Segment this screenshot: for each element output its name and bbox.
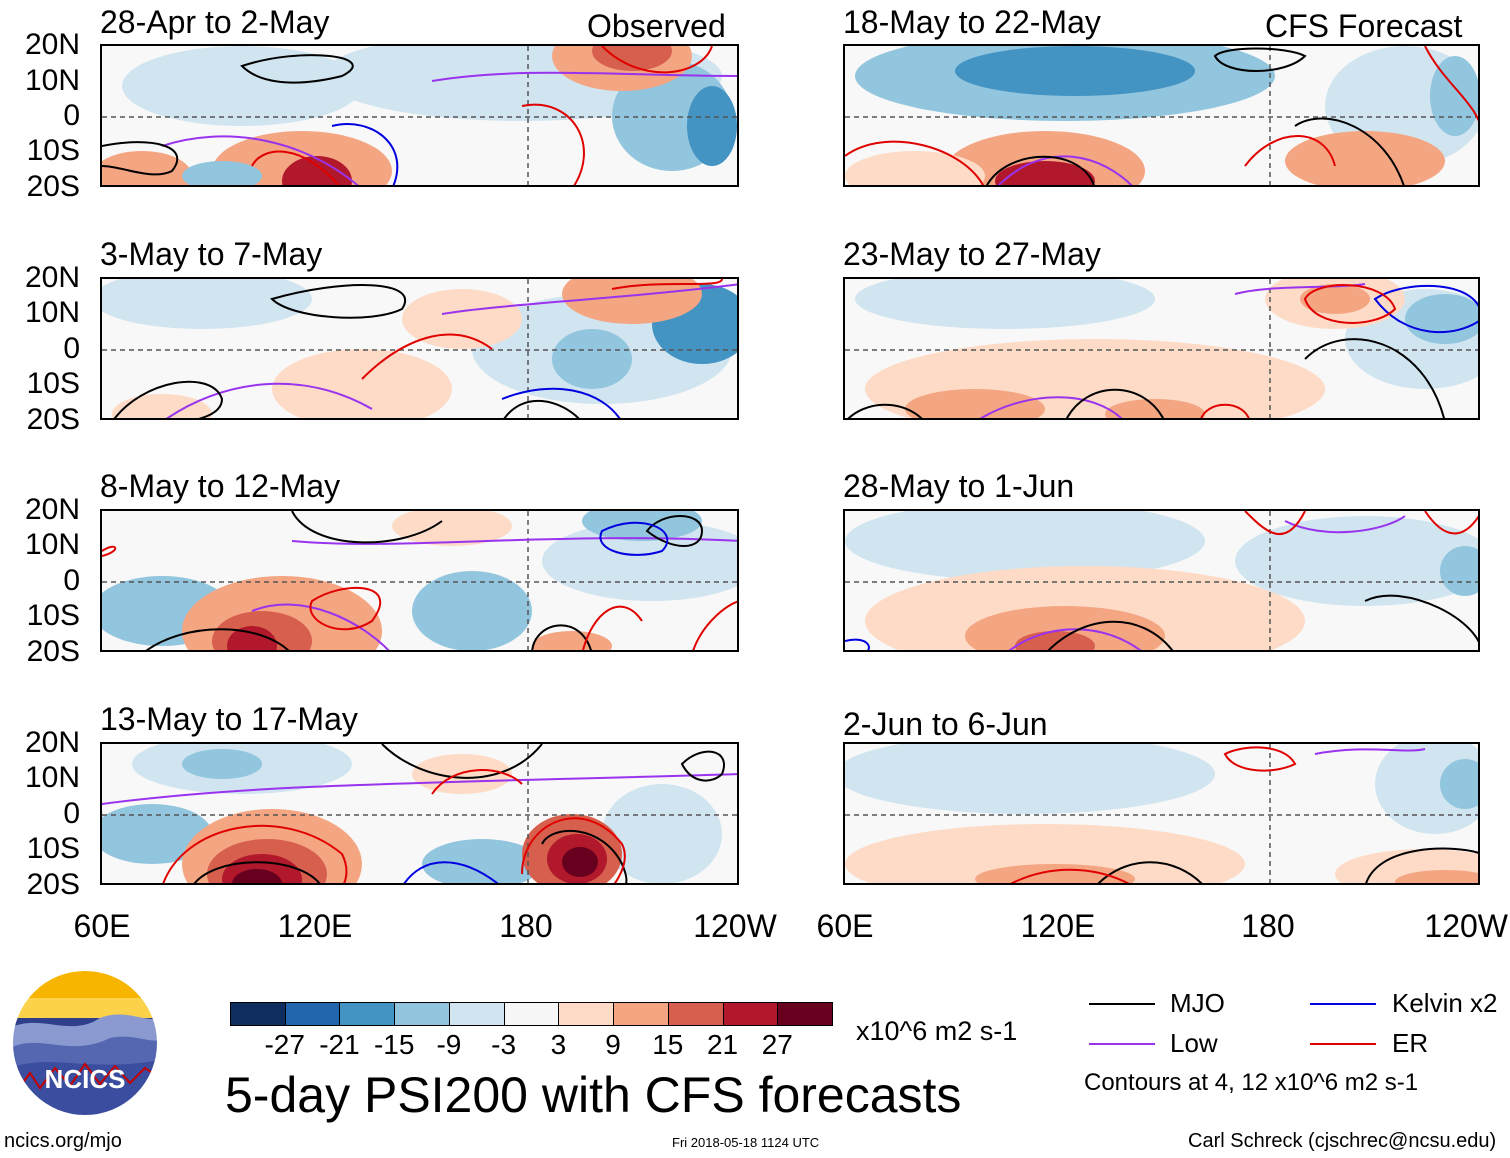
colorbar-tick-label: 3 [550, 1029, 567, 1060]
colorbar-swatch [777, 1002, 833, 1026]
map-panel [843, 44, 1480, 187]
colorbar-swatch [667, 1002, 724, 1026]
lon-label: 180 [1241, 908, 1295, 944]
lat-label: 20N [24, 493, 80, 526]
colorbar-swatch [448, 1002, 505, 1026]
legend-line-er [1310, 1043, 1376, 1045]
forecast-header: CFS Forecast [1265, 8, 1463, 44]
legend-line-low [1089, 1043, 1155, 1045]
panel-title: 2-Jun to 6-Jun [843, 706, 1048, 742]
lat-label: 0 [63, 564, 80, 597]
colorbar-tick-label: -21 [319, 1029, 360, 1060]
observed-header: Observed [587, 8, 726, 44]
colorbar-swatch [230, 1002, 286, 1026]
panel-title: 8-May to 12-May [100, 468, 341, 504]
timestamp: Fri 2018-05-18 1124 UTC [672, 1135, 820, 1150]
map-field [102, 46, 737, 185]
lat-label: 10S [26, 134, 80, 167]
lat-label: 0 [63, 99, 80, 132]
map-panel [843, 509, 1480, 652]
ncics-logo: NCICS [10, 968, 160, 1118]
lat-label: 10N [24, 296, 80, 329]
site-link[interactable]: ncics.org/mjo [4, 1130, 122, 1152]
map-field [102, 744, 737, 883]
lat-label: 10S [26, 832, 80, 865]
panel-title: 13-May to 17-May [100, 701, 358, 737]
legend-label-low: Low [1170, 1028, 1218, 1058]
logo-text: NCICS [44, 1064, 126, 1094]
map-field [102, 279, 737, 418]
lat-label: 10N [24, 761, 80, 794]
colorbar-tick-label: -3 [491, 1029, 517, 1060]
lon-label: 120W [1424, 910, 1508, 942]
lat-label: 20N [24, 261, 80, 294]
lat-label: 20S [26, 403, 80, 436]
lat-label: 0 [63, 332, 80, 365]
colorbar-swatch [722, 1002, 779, 1026]
map-panel [843, 742, 1480, 885]
lon-label: 120W [693, 908, 777, 944]
lon-label: 180 [499, 908, 553, 944]
colorbar-tick-label: 21 [706, 1029, 739, 1060]
colorbar-swatch [394, 1002, 450, 1026]
map-panel [100, 742, 739, 885]
map-panel [843, 277, 1480, 420]
colorbar-tick-label: 9 [605, 1029, 621, 1060]
lat-label: 10N [24, 528, 80, 561]
map-field [845, 744, 1478, 883]
colorbar-swatch [284, 1002, 341, 1026]
lat-label: 20S [26, 170, 80, 203]
colorbar-tick-label: 27 [761, 1029, 793, 1060]
map-field [102, 511, 737, 650]
map-field [845, 511, 1478, 650]
author: Carl Schreck (cjschrec@ncsu.edu) [1188, 1130, 1497, 1152]
legend-label-kelvin: Kelvin x2 [1392, 988, 1498, 1018]
colorbar-swatch [339, 1002, 396, 1026]
contour-note: Contours at 4, 12 x10^6 m2 s-1 [1084, 1069, 1419, 1096]
lon-label: 120E [277, 908, 353, 944]
lat-label: 20S [26, 635, 80, 668]
colorbar-tick-label: 15 [652, 1029, 684, 1060]
lat-label: 10S [26, 367, 80, 400]
legend-line-kelvin [1310, 1003, 1376, 1005]
panel-title: 23-May to 27-May [843, 236, 1101, 272]
lon-label: 60E [816, 908, 874, 944]
lat-label: 0 [63, 797, 80, 830]
lat-label: 20S [26, 868, 80, 901]
map-panel [100, 277, 739, 420]
lon-label: 60E [73, 908, 131, 944]
panel-title: 28-Apr to 2-May [100, 4, 330, 40]
colorbar-swatch [558, 1002, 615, 1026]
legend-label-er: ER [1392, 1028, 1429, 1058]
colorbar-units: x10^6 m2 s-1 [856, 1016, 1018, 1046]
legend-line-mjo [1089, 1003, 1155, 1005]
map-panel [100, 509, 739, 652]
lat-label: 10S [26, 599, 80, 632]
lon-label: 120E [1020, 908, 1096, 944]
panel-title: 28-May to 1-Jun [843, 468, 1075, 504]
lat-label: 10N [24, 64, 80, 97]
panel-title: 18-May to 22-May [843, 4, 1101, 40]
colorbar-swatch [503, 1002, 560, 1026]
logo-graphic [11, 969, 159, 1117]
panel-title: 3-May to 7-May [100, 236, 323, 272]
lat-label: 20N [24, 28, 80, 61]
colorbar-tick-label: -27 [264, 1029, 305, 1060]
lat-label: 20N [24, 726, 80, 759]
map-field [845, 46, 1478, 185]
colorbar-tick-label: -9 [436, 1029, 462, 1060]
chart-title: 5-day PSI200 with CFS forecasts [225, 1067, 962, 1123]
map-panel [100, 44, 739, 187]
colorbar-swatch [613, 1002, 669, 1026]
legend-label-mjo: MJO [1170, 988, 1225, 1018]
map-field [845, 279, 1478, 418]
colorbar-tick-label: -15 [373, 1029, 415, 1060]
